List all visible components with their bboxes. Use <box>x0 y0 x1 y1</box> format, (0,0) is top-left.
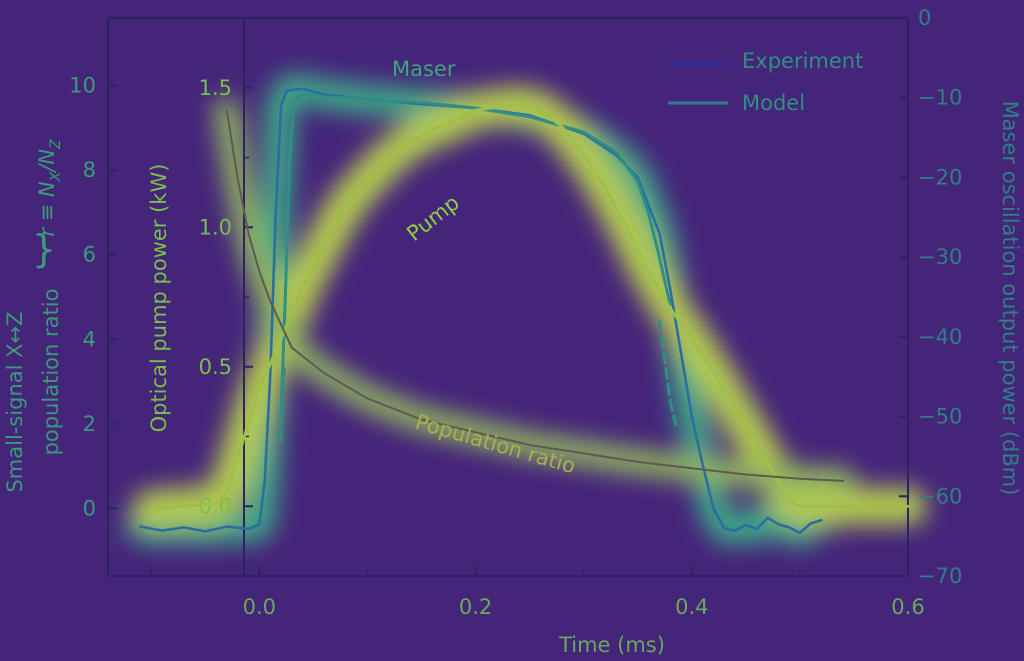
ratio-definition-label: r ≡ NX/NZ <box>35 139 64 237</box>
x-axis-title: Time (ms) <box>558 633 665 657</box>
legend-label-model: Model <box>742 91 805 115</box>
maser-axis-title: Maser oscillation output power (dBm) <box>998 101 1022 496</box>
heatmap-overlay <box>125 73 927 548</box>
maser-tick-label: −60 <box>918 484 962 508</box>
pump-axis-title: Optical pump power (kW) <box>147 164 171 433</box>
maser-tick-label: −10 <box>918 86 962 110</box>
glow-layer <box>125 73 927 548</box>
ratio-tick-label: 0 <box>83 496 96 520</box>
pump-tick-label: 0.5 <box>199 355 232 379</box>
series-population-ratio <box>225 110 845 482</box>
series-model-tail <box>279 367 286 442</box>
pump-tick-label: 1.0 <box>199 215 232 239</box>
x-tick-label: 0.6 <box>891 595 924 619</box>
pump-tick-label: 0.0 <box>199 494 232 518</box>
maser-tick-label: −70 <box>918 564 962 588</box>
ratio-tick-label: 8 <box>83 158 96 182</box>
legend-label-experiment: Experiment <box>742 49 863 73</box>
ratio-axis-title-line2: population ratio <box>39 289 63 456</box>
maser-tick-label: 0 <box>918 6 931 30</box>
annotation-maser: Maser <box>392 57 456 81</box>
brace-glyph: } <box>32 227 56 271</box>
x-tick-label: 0.2 <box>459 595 492 619</box>
maser-tick-label: −20 <box>918 165 962 189</box>
ratio-tick-label: 4 <box>83 327 96 351</box>
ratio-tick-label: 10 <box>69 74 96 98</box>
legend: Experiment Model <box>668 49 863 115</box>
ratio-tick-label: 2 <box>83 412 96 436</box>
pump-tick-label: 1.5 <box>199 76 232 100</box>
curves <box>139 87 910 535</box>
axes-frame: 0.0 0.2 0.4 0.6 0 2 4 6 8 10 0.0 0.5 1.0 1.5 0 −10 −20 −3… <box>69 6 962 619</box>
maser-tick-label: −40 <box>918 325 962 349</box>
x-tick-label: 0.0 <box>243 595 276 619</box>
series-model-drop-tail <box>657 319 678 426</box>
series-pump <box>149 103 910 511</box>
series-model <box>279 93 672 419</box>
ratio-tick-label: 6 <box>83 243 96 267</box>
maser-tick-label: −50 <box>918 405 962 429</box>
ratio-axis-title-line1: Small-signal X↔Z <box>3 311 27 492</box>
annotation-pump: Pump <box>402 190 464 245</box>
x-tick-label: 0.4 <box>675 595 708 619</box>
maser-tick-label: −30 <box>918 245 962 269</box>
